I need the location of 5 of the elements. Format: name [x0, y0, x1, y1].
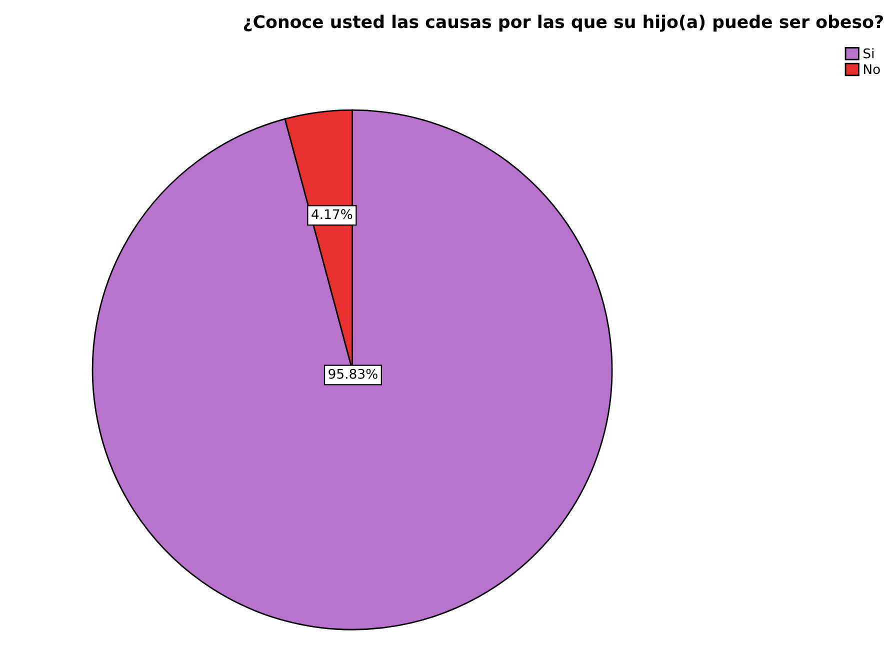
legend-label: No — [864, 64, 880, 74]
chart-title: ¿Conoce usted las causas por las que su hijo(a) puede ser obeso? — [244, 14, 883, 32]
legend-label: Si — [864, 48, 874, 58]
data-label: 4.17% — [312, 209, 352, 220]
data-label: 95.83% — [328, 368, 378, 379]
